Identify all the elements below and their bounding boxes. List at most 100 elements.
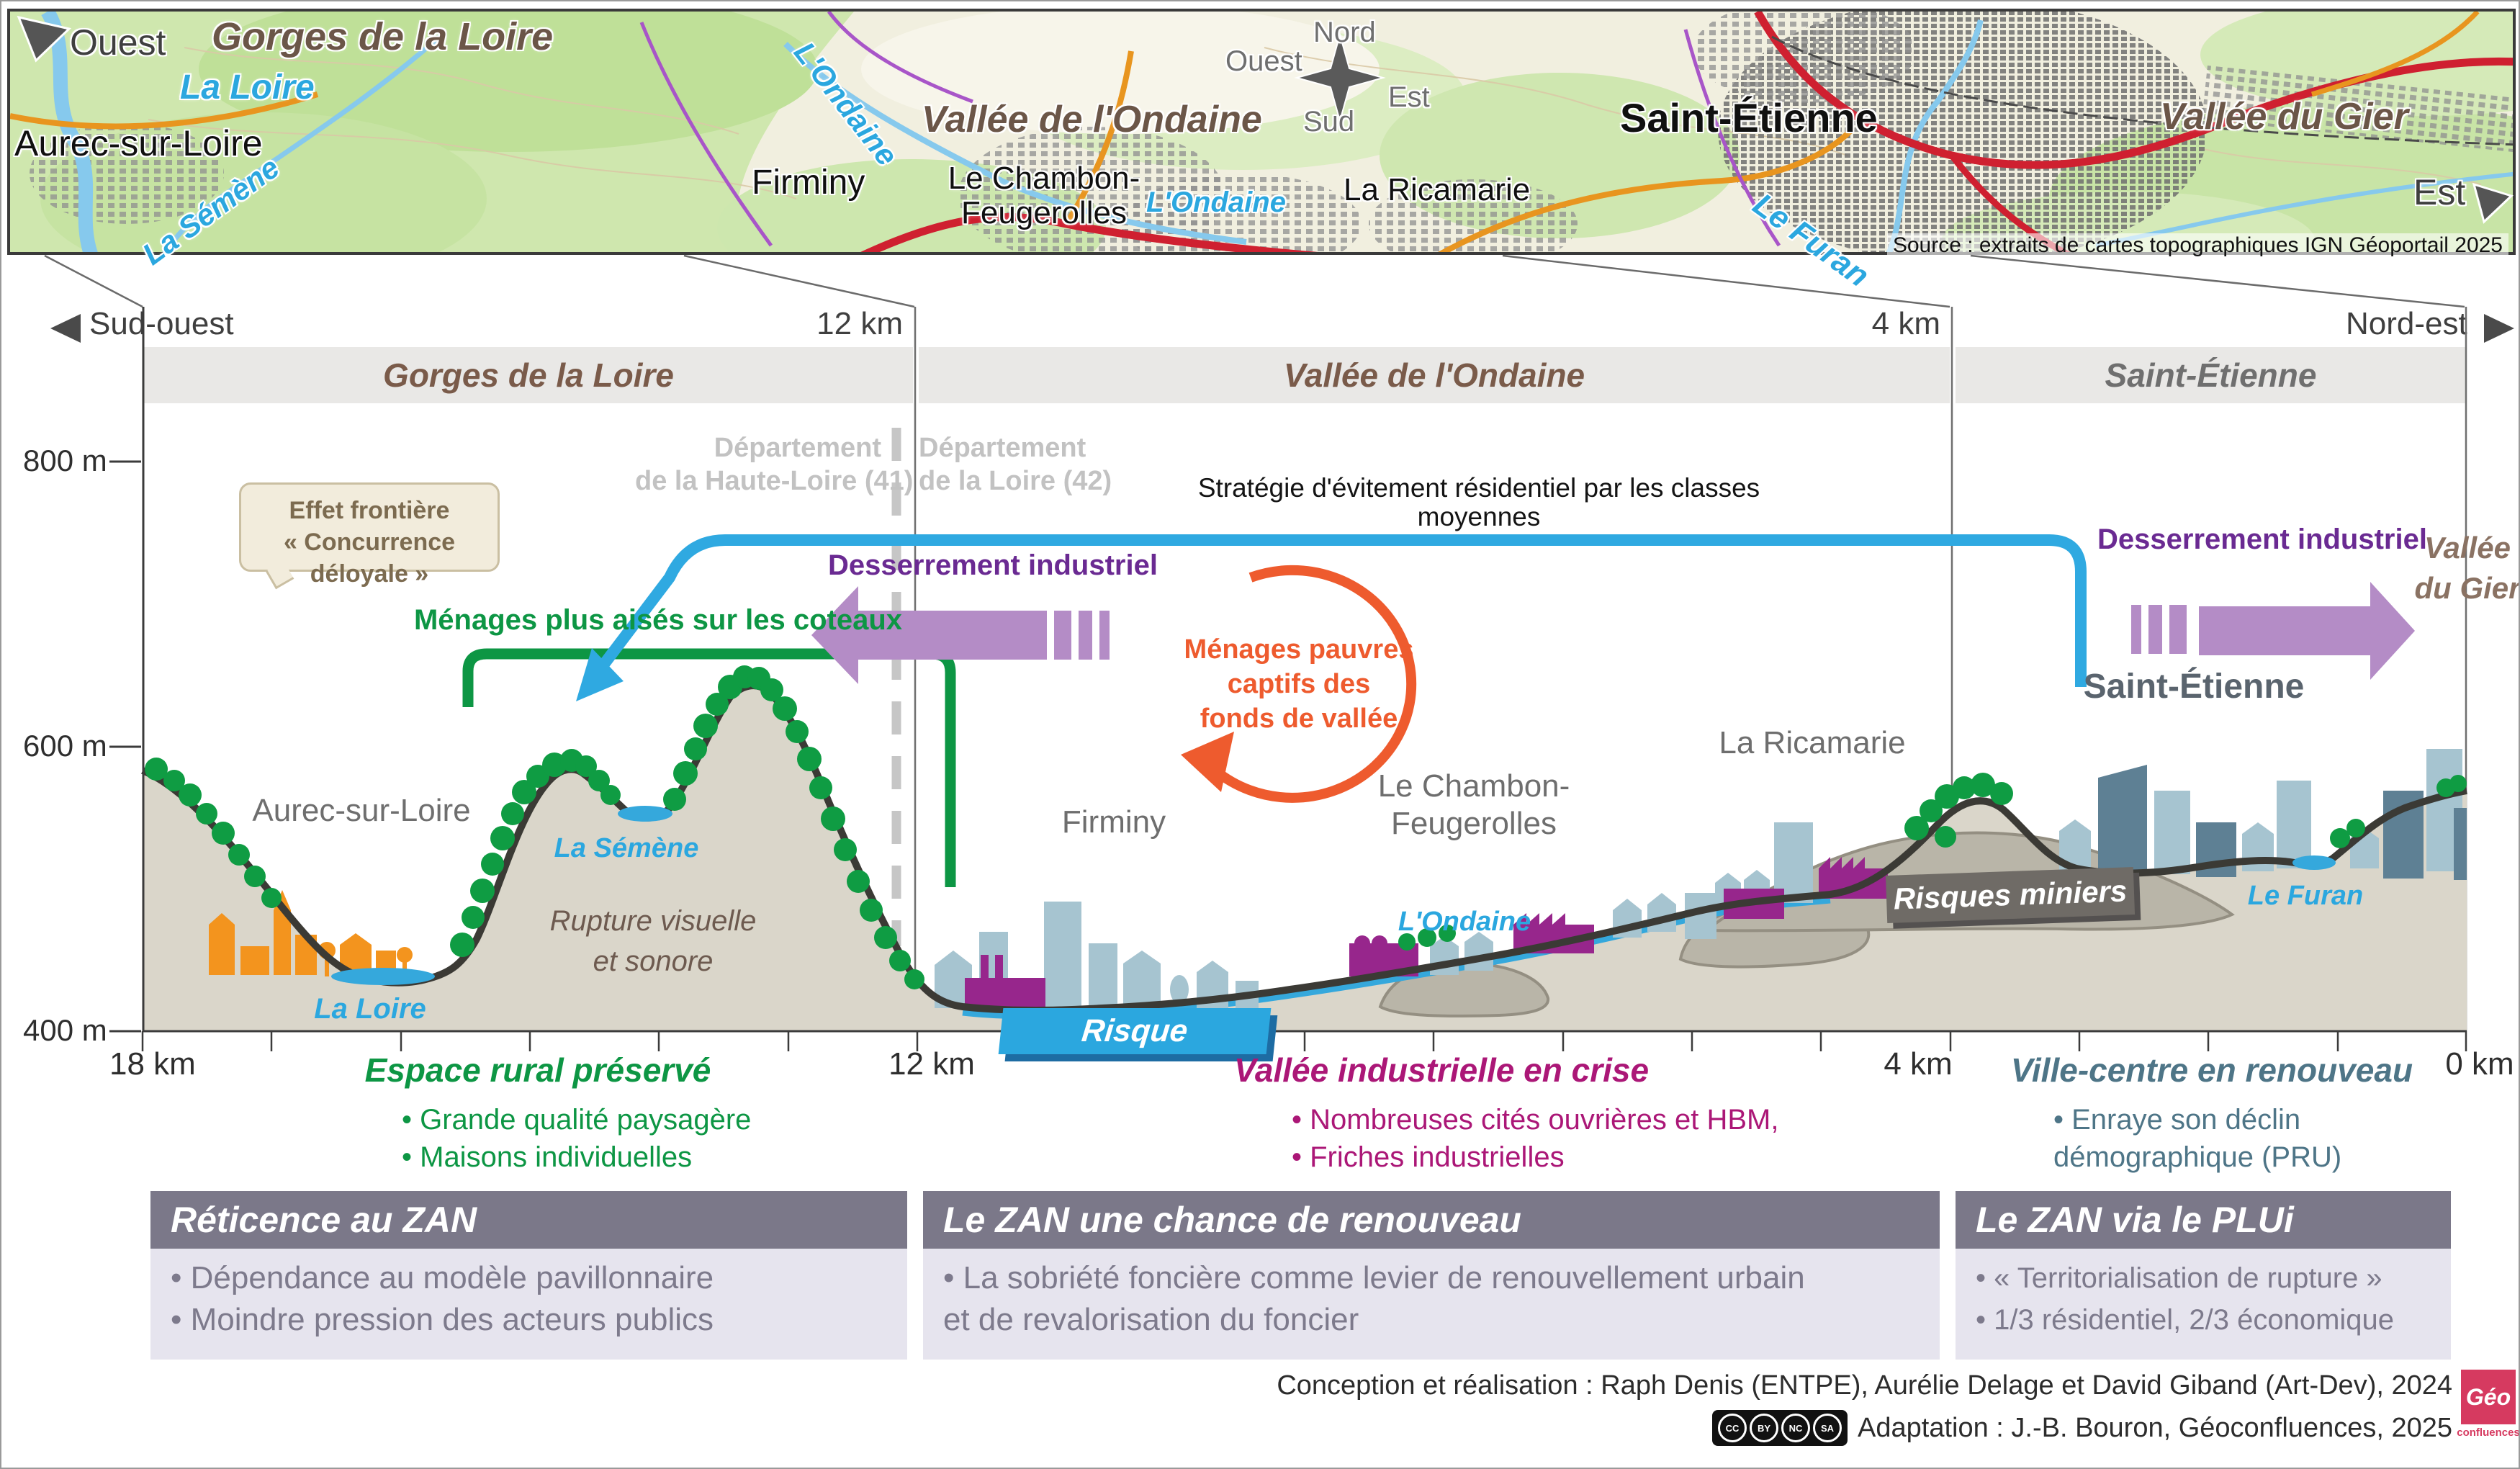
- coteaux-bracket: [462, 648, 956, 887]
- scale-label-12km: 12 km: [816, 306, 903, 341]
- buildings-aurec: [209, 890, 413, 976]
- zan-box-plui: Le ZAN via le PLUi • « Territorialisatio…: [1956, 1191, 2451, 1360]
- dept-haute-loire-l1: Département: [714, 433, 881, 463]
- menages-pauvres-l3: fonds de vallée: [1200, 704, 1398, 734]
- compass-label-sud: Sud: [1303, 106, 1355, 138]
- kmaxis-0: 0 km: [2445, 1046, 2514, 1082]
- vallee-gier-l2: du Gier: [2414, 571, 2520, 605]
- menages-pauvres-l1: Ménages pauvres: [1184, 634, 1414, 665]
- compass-label-est: Est: [1388, 81, 1430, 113]
- map-source: Source : extraits de cartes topographiqu…: [1886, 233, 2508, 259]
- map-label-ondaine-river-2: L'Ondaine: [1146, 187, 1286, 218]
- map-urban-north: [1693, 12, 1916, 103]
- zan-box-chance-l1: • La sobriété foncière comme levier de r…: [943, 1260, 1805, 1295]
- map-label-st-etienne: Saint-Étienne: [1620, 95, 1878, 140]
- map-label-ricamarie: La Ricamarie: [1344, 172, 1531, 207]
- map-label-loire: La Loire: [180, 68, 315, 107]
- map-label-ouest: Ouest: [70, 22, 166, 63]
- zan-box-plui-title: Le ZAN via le PLUi: [1956, 1191, 2451, 1249]
- profile-label-firminy: Firminy: [1061, 804, 1166, 840]
- dept-loire-l2: de la Loire (42): [919, 465, 1112, 496]
- category-industrial-b1: • Nombreuses cités ouvrières et HBM,: [1292, 1104, 1779, 1136]
- desserrement-left: Desserrement industriel: [828, 549, 1158, 581]
- profile-label-chambon-2: Feugerolles: [1391, 806, 1557, 841]
- terrain-fill: [143, 686, 2467, 1031]
- map-label-est: Est: [2413, 172, 2466, 212]
- category-industrial-b2: • Friches industrielles: [1292, 1141, 1565, 1173]
- leader-lines: [44, 254, 2465, 308]
- terrain-outline: [141, 682, 2467, 1014]
- zan-box-plui-l2: • 1/3 résidentiel, 2/3 économique: [1976, 1304, 2395, 1336]
- buildings-st-etienne: [2059, 749, 2467, 880]
- category-rural-b1: • Grande qualité paysagère: [402, 1104, 752, 1136]
- zan-box-plui-l1: • « Territorialisation de rupture »: [1976, 1262, 2382, 1294]
- map-urban-gier: [2202, 66, 2513, 153]
- cc-icon: CC: [1718, 1414, 1747, 1442]
- section-st-etienne: Saint-Étienne: [1956, 347, 2466, 403]
- kmaxis-4: 4 km: [1884, 1046, 1953, 1082]
- profile-label-st-etienne: Saint-Étienne: [2083, 668, 2305, 706]
- dept-loire-l1: Département: [919, 433, 1086, 463]
- effet-frontiere-bubble: Effet frontière « Concurrence déloyale »: [239, 482, 500, 588]
- compass-label-nord: Nord: [1313, 17, 1376, 48]
- credit-line1: Conception et réalisation : Raph Denis (…: [1277, 1370, 2452, 1401]
- cc-by-icon: BY: [1750, 1414, 1779, 1442]
- dept-haute-loire-l2: de la Haute-Loire (41): [635, 465, 914, 496]
- map-strip: [7, 9, 2516, 255]
- zan-box-reticence-l2: • Moindre pression des acteurs publics: [171, 1302, 714, 1337]
- cc-sa-icon: SA: [1813, 1414, 1842, 1442]
- map-label-firminy: Firminy: [752, 163, 865, 202]
- cc-nc-icon: NC: [1781, 1414, 1811, 1442]
- risque-inondation-banner: Risque inondation: [998, 1008, 1272, 1095]
- category-rural-b2: • Maisons individuelles: [402, 1141, 693, 1173]
- buildings-valley: [935, 822, 1813, 1008]
- kmaxis-18: 18 km: [109, 1046, 196, 1082]
- zan-box-chance: Le ZAN une chance de renouveau • La sobr…: [923, 1191, 1940, 1360]
- menages-pauvres-l2: captifs des: [1227, 669, 1371, 699]
- scale-label-sud-ouest: Sud-ouest: [89, 306, 234, 341]
- category-industrial-title: Vallée industrielle en crise: [1233, 1051, 1650, 1089]
- section-ondaine: Vallée de l'Ondaine: [919, 347, 1950, 403]
- sw-arrow-icon: [50, 314, 81, 343]
- category-rural-title: Espace rural préservé: [364, 1051, 711, 1089]
- zan-box-reticence: Réticence au ZAN • Dépendance au modèle …: [150, 1191, 907, 1360]
- profile-label-ondaine: L'Ondaine: [1398, 907, 1531, 937]
- map-label-chambon-2: Feugerolles: [961, 195, 1127, 230]
- cc-license-icon: CC BY NC SA: [1712, 1410, 1848, 1446]
- compass-rose-icon: [1294, 32, 1386, 124]
- effet-frontiere-l1: Effet frontière: [289, 497, 450, 524]
- zan-box-chance-title: Le ZAN une chance de renouveau: [923, 1191, 1940, 1249]
- category-center-title: Ville-centre en renouveau: [2010, 1051, 2413, 1089]
- section-gorges: Gorges de la Loire: [144, 347, 913, 403]
- kmaxis-12: 12 km: [888, 1046, 975, 1082]
- scale-label-4km: 4 km: [1871, 306, 1940, 341]
- rupture-l1: Rupture visuelle: [549, 905, 757, 937]
- category-center-b2: démographique (PRU): [2053, 1141, 2342, 1173]
- profile-label-semene: La Sémène: [554, 833, 699, 863]
- topo-map-art: [10, 12, 2513, 252]
- profile-label-aurec: Aurec-sur-Loire: [252, 793, 471, 828]
- map-urban-ricamarie: [1369, 179, 1578, 252]
- ondaine-river-line: [962, 897, 1831, 1020]
- annotation-strategie: Stratégie d'évitement résidentiel par le…: [1197, 473, 1760, 531]
- effet-frontiere-l2: « Concurrence déloyale »: [283, 529, 456, 588]
- desserrement-right: Desserrement industriel: [2097, 524, 2427, 555]
- km-ticks: [141, 1031, 2467, 1051]
- map-label-chambon-1: Le Chambon-: [948, 161, 1140, 196]
- scale-label-nord-est: Nord-est: [2346, 306, 2467, 341]
- zan-box-reticence-l1: • Dépendance au modèle pavillonnaire: [171, 1260, 714, 1295]
- industrial-arrow-right: [2131, 582, 2415, 680]
- yaxis-400: 400 m: [23, 1013, 107, 1047]
- category-center-b1: • Enraye son déclin: [2053, 1104, 2301, 1136]
- profile-label-furan: Le Furan: [2247, 881, 2364, 911]
- compass-label-ouest: Ouest: [1225, 45, 1302, 77]
- ne-arrow-icon: [2484, 314, 2514, 343]
- menages-aises: Ménages plus aisés sur les coteaux: [413, 604, 903, 636]
- map-label-gorges: Gorges de la Loire: [212, 15, 554, 58]
- zan-box-reticence-title: Réticence au ZAN: [150, 1191, 907, 1249]
- map-label-aurec: Aurec-sur-Loire: [14, 123, 263, 163]
- vallee-gier-l1: Vallée: [2424, 531, 2511, 565]
- geoconfluences-logo: Géo: [2461, 1370, 2516, 1424]
- credit-line2: Adaptation : J.-B. Bouron, Géoconfluence…: [1858, 1412, 2452, 1443]
